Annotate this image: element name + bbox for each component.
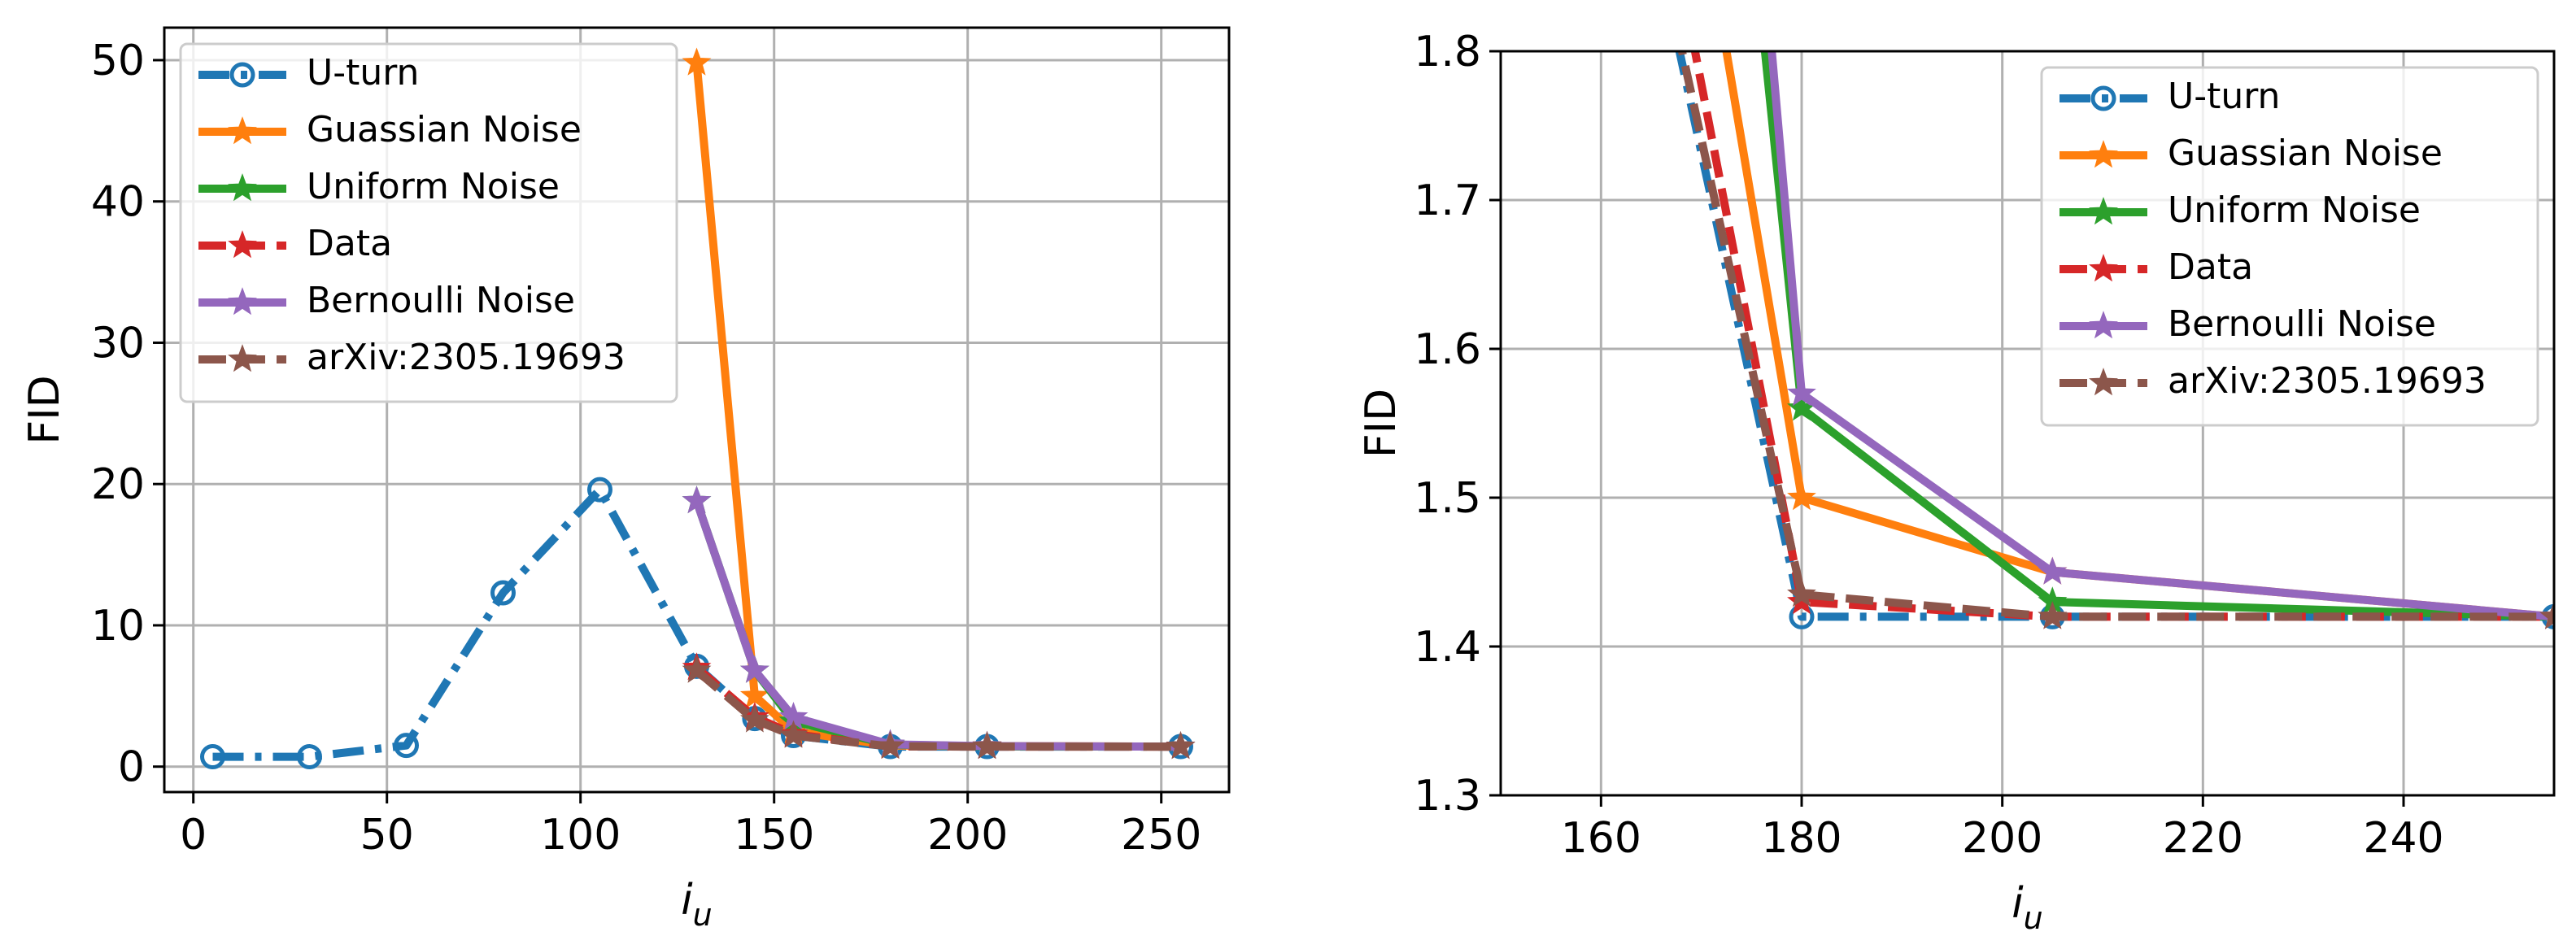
x-tick-label: 240 [2363, 814, 2443, 863]
legend: U-turn Guassian Noise Uniform Noise Data Ber… [2040, 66, 2539, 427]
marker [1166, 731, 1196, 760]
marker [2090, 85, 2116, 111]
x-tick-label: 180 [1761, 814, 1842, 863]
subplot: 160 180 200 220 240 1.3 1.4 1.5 1.6 1.7 1.8 FID iu U-… [1357, 28, 2556, 936]
series-line [1677, 51, 2554, 621]
plot-area [200, 47, 1196, 770]
legend-box [2040, 66, 2539, 427]
marker [297, 744, 322, 770]
x-tick-label: 200 [1962, 814, 2042, 863]
y-tick-label: 0 [118, 743, 145, 792]
marker [200, 744, 225, 770]
marker [228, 116, 257, 145]
marker [2539, 601, 2554, 629]
marker [1787, 482, 1816, 511]
marker [228, 230, 257, 259]
marker [972, 731, 1002, 760]
marker [394, 733, 419, 759]
marker [2089, 311, 2118, 339]
y-tick-label: 1.8 [1414, 28, 1481, 76]
series-line [694, 667, 1181, 751]
marker [1787, 579, 1816, 607]
plot-area [1675, 51, 2554, 629]
x-tick-label: 220 [2163, 814, 2243, 863]
marker [2038, 556, 2068, 585]
legend-label: Data [307, 223, 392, 264]
marker [2089, 197, 2118, 225]
legend-label: Data [2168, 246, 2253, 288]
legend-label: Guassian Noise [307, 109, 582, 150]
x-label-sub: u [2024, 900, 2043, 936]
marker [587, 477, 612, 503]
marker [778, 720, 809, 748]
marker [229, 62, 255, 88]
y-tick-label: 10 [91, 602, 145, 651]
marker [682, 655, 712, 683]
y-tick-label: 20 [91, 460, 145, 509]
marker [2089, 140, 2118, 168]
legend-label: U-turn [2168, 76, 2280, 117]
legend: U-turn Guassian Noise Uniform Noise Data Ber… [179, 42, 678, 403]
legend-label: Guassian Noise [2168, 133, 2443, 174]
legend-label: U-turn [307, 52, 419, 94]
y-tick-label: 1.3 [1414, 772, 1481, 821]
x-label-sub: u [693, 897, 713, 933]
x-tick-label: 250 [1121, 811, 1201, 860]
legend-label: arXiv:2305.19693 [307, 337, 625, 378]
series-line [692, 62, 1181, 751]
series-line [1760, 51, 2554, 621]
series-line [1767, 51, 2554, 621]
y-axis-label: FID [20, 375, 69, 444]
marker [739, 680, 769, 709]
y-tick-label: 50 [91, 37, 145, 85]
axes-frame [1499, 50, 2556, 797]
marker [2089, 254, 2118, 282]
y-axis-label: FID [1357, 389, 1406, 458]
marker [228, 287, 257, 316]
axes-frame [163, 26, 1231, 794]
marker [2089, 368, 2118, 396]
x-label-main: i [2012, 879, 2024, 928]
legend-label: arXiv:2305.19693 [2168, 360, 2487, 402]
legend-label: Uniform Noise [2168, 189, 2421, 231]
x-tick-label: 200 [927, 811, 1008, 860]
x-tick-label: 160 [1561, 814, 1641, 863]
marker [682, 47, 712, 76]
subplot: 0 50 100 150 200 250 0 10 20 30 40 50 FID iu U-turn Gua… [20, 26, 1231, 933]
y-tick-label: 40 [91, 178, 145, 227]
x-tick-label: 150 [734, 811, 814, 860]
y-tick-label: 1.5 [1414, 474, 1481, 523]
legend-label: Bernoulli Noise [307, 280, 575, 321]
x-axis-label: iu [681, 876, 713, 933]
x-axis-label: iu [2012, 879, 2043, 936]
y-tick-label: 30 [91, 319, 145, 368]
y-tick-label: 1.6 [1414, 325, 1481, 374]
series-line [692, 499, 1181, 751]
legend-label: Bernoulli Noise [2168, 303, 2436, 345]
marker [739, 655, 769, 683]
series-line [212, 485, 1181, 761]
marker [682, 485, 712, 514]
marker [490, 580, 516, 606]
x-label-main: i [681, 876, 693, 925]
marker [228, 173, 257, 202]
marker [875, 730, 905, 760]
x-tick-label: 50 [360, 811, 414, 860]
legend-label: Uniform Noise [307, 166, 560, 207]
x-tick-label: 0 [180, 811, 207, 860]
marker [228, 344, 257, 372]
marker [2038, 601, 2068, 629]
marker [740, 704, 769, 733]
y-tick-label: 1.7 [1414, 176, 1481, 225]
x-tick-label: 100 [540, 811, 621, 860]
legend-box [179, 42, 678, 403]
marker [1787, 378, 1816, 407]
y-tick-label: 1.4 [1414, 623, 1481, 672]
